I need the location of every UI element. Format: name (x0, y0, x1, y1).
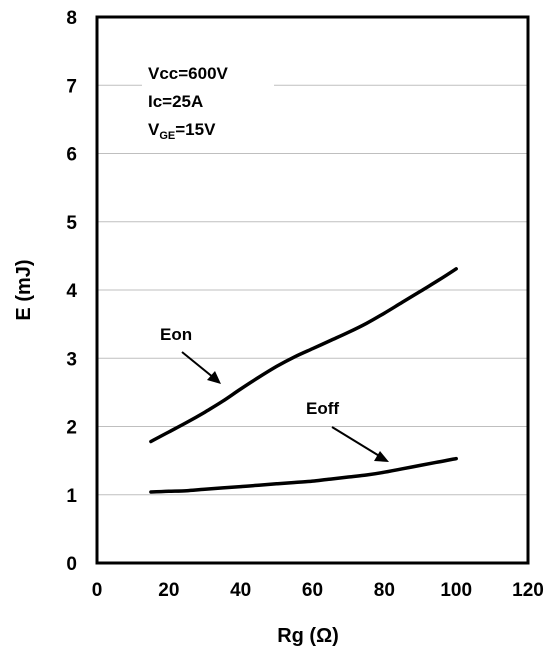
y-tick-label-2: 2 (66, 418, 77, 439)
x-tick-label-0: 0 (92, 580, 103, 601)
x-tick-label-20: 20 (158, 580, 179, 601)
y-axis-label: E (mJ) (13, 259, 35, 320)
y-tick-label-1: 1 (66, 486, 77, 507)
condition-vge-value: =15V (175, 120, 216, 139)
eoff-label: Eoff (306, 399, 339, 418)
condition-vge-prefix: V (148, 120, 160, 139)
condition-ic: Ic=25A (148, 92, 203, 111)
eoff-arrow-shaft (331, 426, 382, 458)
eon-label: Eon (160, 325, 192, 344)
condition-vge: VGE=15V (148, 120, 216, 142)
conditions-background (142, 56, 274, 146)
x-tick-labels: 0 20 40 60 80 100 120 (92, 580, 544, 601)
y-tick-label-8: 8 (66, 8, 77, 29)
series-line-eoff (149, 456, 458, 494)
y-tick-label-6: 6 (66, 145, 77, 166)
condition-vcc: Vcc=600V (148, 64, 229, 83)
conditions-box: Vcc=600V Ic=25A VGE=15V (142, 56, 274, 146)
series-line-eon (149, 267, 458, 444)
condition-vge-subscript: GE (159, 130, 175, 142)
x-axis-label: Rg (Ω) (277, 625, 339, 647)
x-tick-label-120: 120 (512, 580, 544, 601)
x-tick-label-100: 100 (440, 580, 472, 601)
eon-annotation: Eon (160, 325, 221, 384)
y-tick-label-7: 7 (66, 76, 77, 97)
eoff-annotation: Eoff (302, 394, 389, 462)
y-tick-labels: 0 1 2 3 4 5 6 7 8 (66, 8, 77, 575)
eon-arrow-shaft (181, 351, 215, 379)
y-tick-label-3: 3 (66, 349, 77, 370)
eoff-label-background (302, 394, 362, 422)
x-tick-label-40: 40 (230, 580, 251, 601)
plot-frame (95, 15, 530, 565)
x-tick-label-60: 60 (302, 580, 323, 601)
eoff-arrow-head (374, 451, 389, 462)
y-tick-label-4: 4 (66, 281, 77, 302)
gridlines (97, 84, 528, 496)
eon-arrow-head (207, 371, 221, 384)
y-tick-label-0: 0 (66, 554, 77, 575)
y-tick-label-5: 5 (66, 213, 77, 234)
series-lines (149, 267, 458, 494)
x-tick-label-80: 80 (374, 580, 395, 601)
